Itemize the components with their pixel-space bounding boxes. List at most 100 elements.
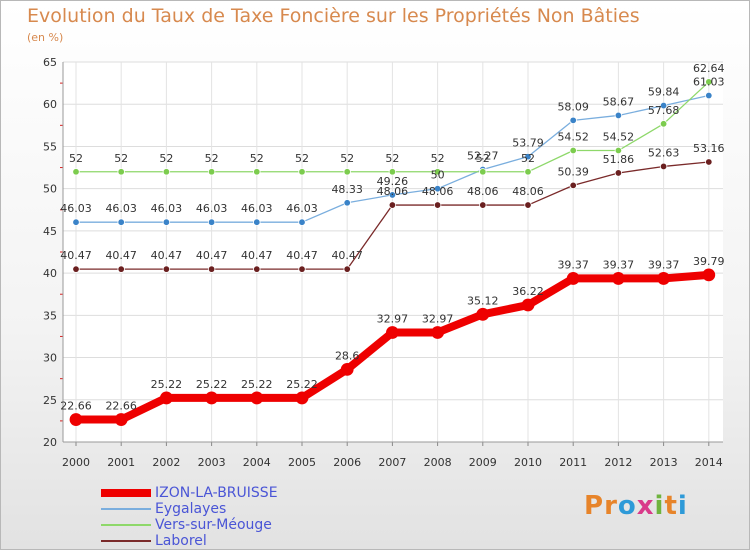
data-label: 58.09 (557, 100, 589, 113)
series-0 (69, 268, 716, 426)
data-label: 25.22 (286, 378, 318, 391)
data-label: 39.37 (557, 258, 589, 271)
data-label: 48.06 (512, 185, 544, 198)
data-point (343, 265, 351, 273)
legend-label: Vers-sur-Méouge (155, 517, 272, 533)
data-point (524, 152, 532, 161)
x-tick-label: 2008 (424, 456, 452, 469)
data-point (388, 191, 397, 199)
data-label: 36.22 (512, 285, 544, 298)
data-point (343, 168, 351, 176)
data-label: 58.67 (603, 95, 635, 108)
legend-label: Laborel (155, 533, 207, 549)
data-label: 50.39 (557, 165, 589, 178)
data-label: 52 (205, 152, 219, 165)
legend-item: Laborel (101, 533, 278, 549)
legend-item: Vers-sur-Méouge (101, 517, 278, 533)
data-label: 40.47 (241, 249, 273, 262)
data-label: 59.84 (648, 86, 680, 99)
data-point (702, 268, 716, 282)
data-label: 46.03 (196, 202, 228, 215)
logo-letter: x (636, 491, 655, 521)
data-point (162, 168, 171, 176)
data-label: 22.66 (105, 400, 137, 413)
legend-item: Eygalayes (101, 501, 278, 517)
data-label: 61.03 (693, 76, 725, 89)
logo-letter: o (617, 491, 637, 521)
data-point (207, 218, 216, 226)
series-layer (69, 78, 716, 426)
data-point (569, 181, 577, 190)
data-label: 49.26 (377, 175, 409, 188)
data-label: 48.06 (467, 185, 499, 198)
x-tick-label: 2010 (514, 456, 542, 469)
data-point (614, 111, 623, 120)
legend-swatch (101, 489, 151, 497)
data-point (479, 201, 487, 209)
data-point (159, 391, 173, 405)
data-label: 52 (114, 152, 128, 165)
legend-swatch (101, 508, 151, 510)
x-tick-label: 2000 (62, 456, 90, 469)
data-label: 39.37 (648, 258, 680, 271)
grid-layer (63, 61, 723, 443)
data-point (298, 168, 306, 176)
y-tick-label: 25 (43, 394, 57, 407)
data-point (388, 201, 397, 209)
data-point (72, 218, 80, 226)
x-tick-label: 2013 (650, 456, 678, 469)
data-point (433, 184, 442, 193)
data-point (69, 413, 83, 426)
data-label: 53.16 (693, 142, 725, 155)
data-point (657, 272, 670, 285)
series-3 (72, 158, 713, 273)
data-point (659, 101, 668, 110)
data-label: 35.12 (467, 294, 499, 307)
x-tick-label: 2011 (559, 456, 587, 469)
data-label: 46.03 (105, 202, 137, 215)
data-point (162, 265, 171, 273)
data-point (114, 413, 128, 426)
data-label: 46.03 (151, 202, 183, 215)
data-point (253, 168, 261, 176)
series-1 (72, 91, 713, 226)
data-label: 40.47 (105, 249, 137, 262)
legend-swatch (101, 524, 151, 526)
data-label: 22.66 (60, 400, 92, 413)
data-point (569, 116, 577, 125)
data-label: 32.97 (377, 312, 409, 325)
data-point (298, 218, 306, 226)
legend: IZON-LA-BRUISSE Eygalayes Vers-sur-Méouge L… (101, 485, 278, 549)
data-point (659, 120, 668, 128)
y-tick-label: 60 (43, 98, 57, 111)
data-point (433, 201, 442, 209)
data-label: 39.79 (693, 255, 725, 268)
data-point (72, 168, 80, 176)
data-label: 25.22 (241, 378, 273, 391)
x-tick-label: 2006 (333, 456, 361, 469)
y-tick-label: 40 (43, 267, 57, 280)
data-point (566, 272, 580, 285)
data-point (569, 146, 577, 155)
logo-letter: P (584, 491, 605, 521)
x-tick-label: 2001 (107, 456, 135, 469)
logo-letter: t (664, 491, 678, 521)
legend-label: Eygalayes (155, 501, 227, 517)
data-point (705, 78, 713, 86)
chart-title: Evolution du Taux de Taxe Foncière sur l… (27, 5, 640, 27)
x-tick-label: 2014 (695, 456, 723, 469)
data-label: 28.6 (335, 349, 360, 362)
logo-letter: r (604, 491, 618, 521)
data-point (207, 265, 216, 273)
data-point (614, 146, 623, 155)
data-label: 52 (340, 152, 354, 165)
data-point (298, 265, 306, 273)
y-tick-label: 45 (43, 225, 57, 238)
data-point (612, 272, 625, 285)
data-label: 52 (159, 152, 173, 165)
data-point (340, 362, 354, 376)
x-tick-label: 2003 (198, 456, 226, 469)
x-tick-label: 2005 (288, 456, 316, 469)
